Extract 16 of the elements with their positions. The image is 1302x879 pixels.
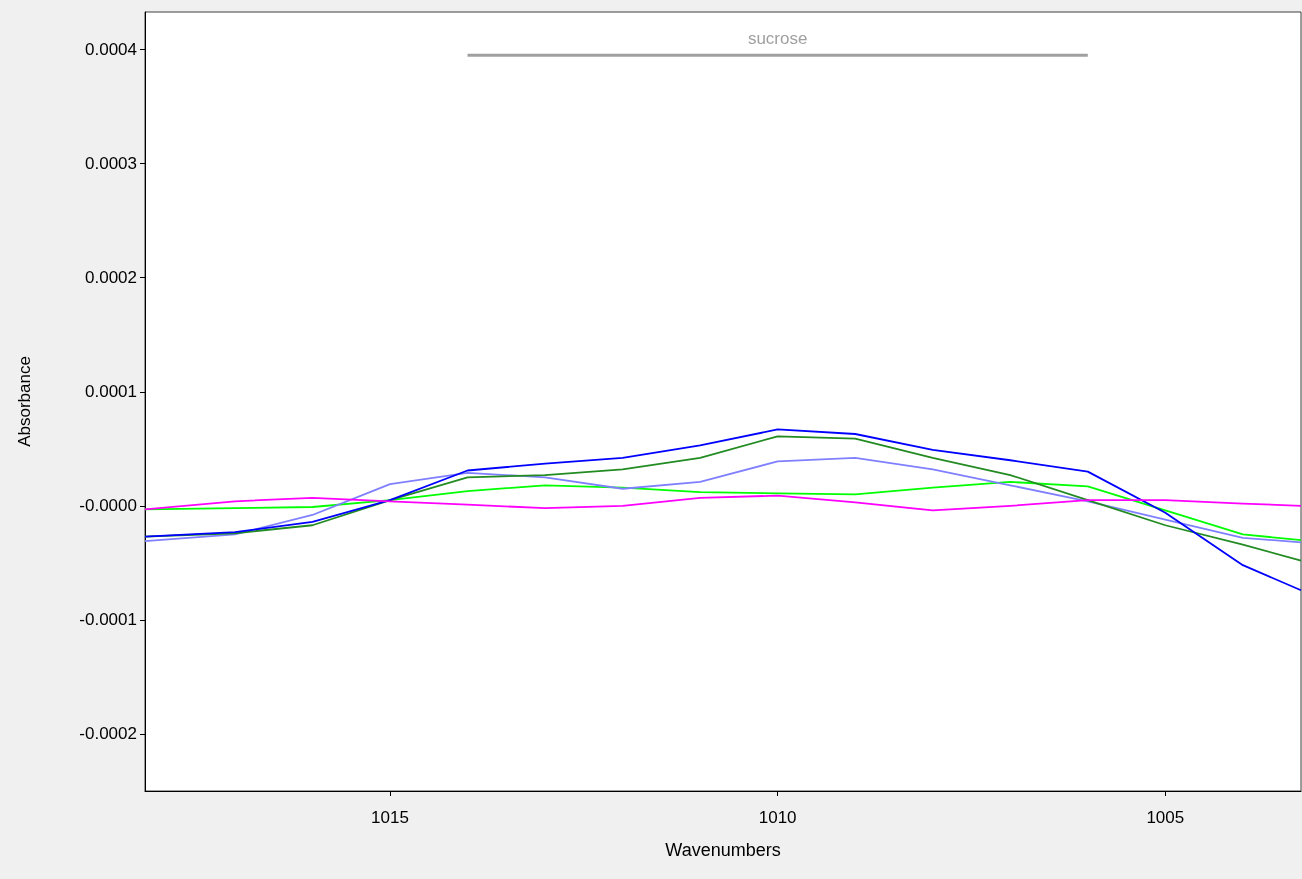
x-tick-label: 1010 (758, 808, 797, 827)
y-tick-label: -0.0001 (79, 610, 137, 630)
line-series (144, 494, 1302, 512)
y-tick-label: 0.0004 (85, 40, 137, 60)
y-axis-title: Absorbance (15, 356, 34, 447)
x-tick-label: 1005 (1146, 808, 1185, 827)
x-axis-title: Wavenumbers (665, 840, 781, 860)
line-series (144, 428, 1302, 592)
series-label: sucrose (747, 29, 808, 49)
y-tick-label: 0.0002 (85, 268, 137, 288)
y-tick-label: -0.0000 (79, 496, 137, 516)
y-tick-label: 0.0003 (85, 154, 137, 174)
x-tick-label: 1015 (371, 808, 409, 827)
line-series (144, 457, 1302, 544)
y-tick-label: -0.0002 (79, 724, 137, 744)
y-tick-label: 0.0001 (85, 382, 137, 402)
